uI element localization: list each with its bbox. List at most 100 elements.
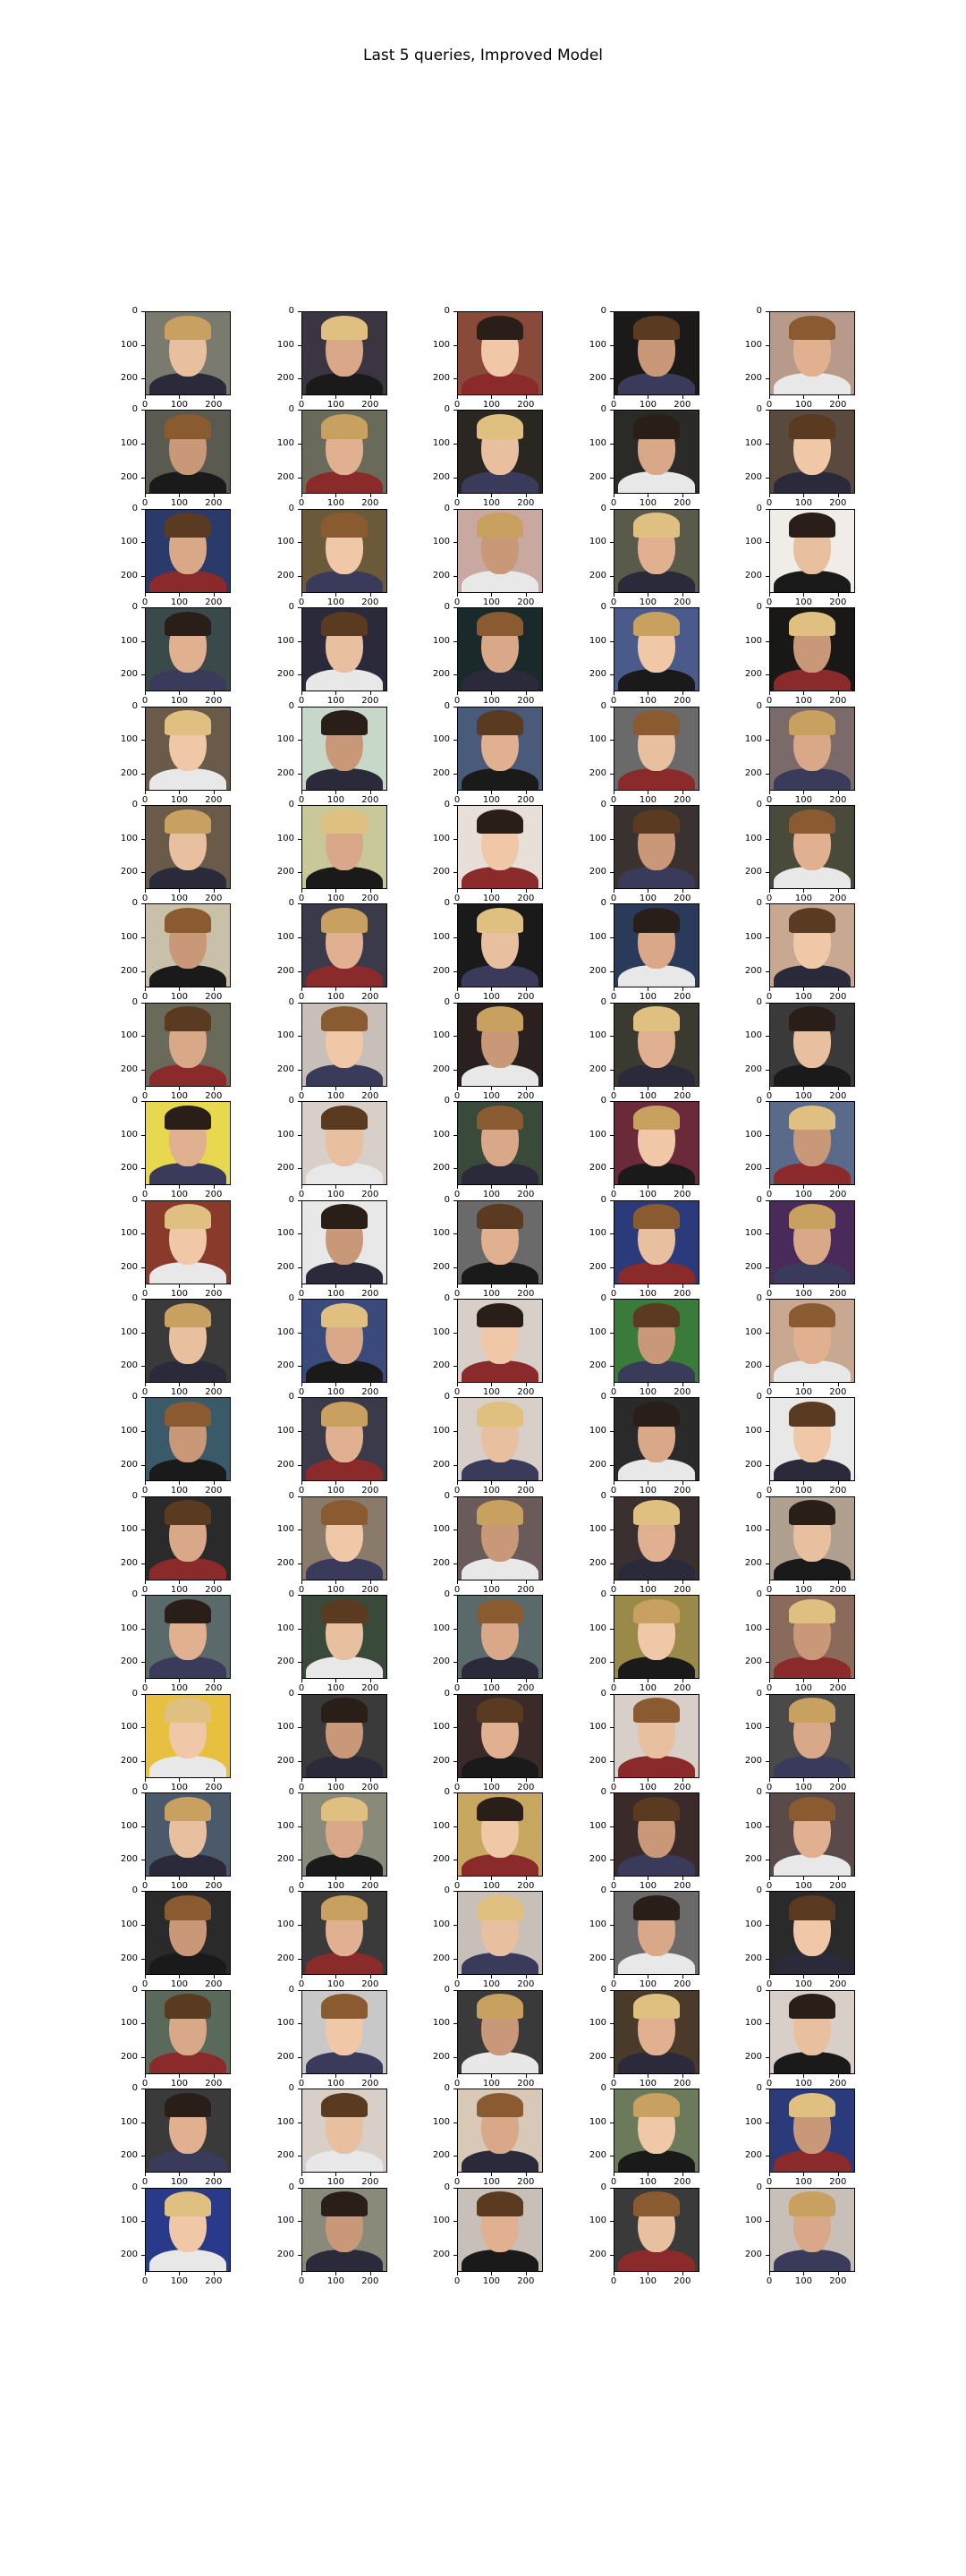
y-tick-mark — [766, 2187, 769, 2189]
x-tick-mark — [457, 1383, 458, 1386]
x-tick-mark — [803, 1975, 805, 1979]
shoulders-shape — [148, 1854, 227, 1876]
x-tick-label: 100 — [482, 2177, 500, 2188]
x-tick-mark — [769, 1877, 770, 1880]
y-tick-label: 100 — [276, 1820, 294, 1831]
y-tick-mark — [141, 1595, 145, 1597]
face-photo — [301, 1989, 387, 2074]
result-panel — [769, 805, 855, 889]
x-tick-label: 100 — [326, 794, 344, 805]
x-tick-mark — [179, 395, 181, 399]
x-tick-label: 0 — [453, 894, 461, 903]
shoulders-shape — [305, 1657, 384, 1679]
result-panel — [145, 1496, 231, 1580]
x-tick-label: 200 — [674, 400, 691, 410]
y-tick-label: 0 — [600, 1194, 606, 1205]
x-tick-label: 200 — [361, 1387, 379, 1397]
x-tick-mark — [145, 395, 146, 399]
x-tick-label: 0 — [766, 794, 773, 805]
hair-shape — [788, 1105, 836, 1131]
hair-shape — [320, 1204, 369, 1229]
y-tick-label: 200 — [120, 1755, 138, 1766]
x-tick-label: 100 — [326, 894, 344, 903]
x-tick-label: 0 — [141, 1979, 148, 1990]
x-tick-label: 100 — [639, 1584, 657, 1595]
y-tick-label: 200 — [276, 1459, 294, 1470]
shoulders-shape — [617, 1755, 696, 1777]
shoulders-shape — [773, 2249, 852, 2271]
shoulders-shape — [773, 2150, 852, 2173]
result-panel — [614, 1101, 699, 1186]
y-tick-mark — [141, 410, 145, 411]
x-tick-mark — [179, 2073, 181, 2078]
y-tick-mark — [141, 1431, 145, 1432]
hair-shape — [164, 315, 212, 341]
x-tick-mark — [682, 1086, 683, 1090]
y-tick-label: 100 — [744, 1722, 762, 1733]
x-tick-mark — [213, 1777, 215, 1782]
shoulders-shape — [773, 767, 852, 790]
x-tick-mark — [457, 1086, 458, 1090]
y-tick-mark — [766, 1595, 769, 1597]
y-tick-mark — [453, 1760, 457, 1762]
result-panel — [769, 1397, 855, 1482]
shoulders-shape — [773, 965, 852, 987]
result-panel — [301, 1595, 387, 1680]
x-tick-mark — [213, 592, 215, 597]
y-tick-label: 100 — [432, 2216, 450, 2226]
x-tick-label: 100 — [170, 1387, 188, 1397]
x-tick-label: 100 — [326, 992, 344, 1003]
x-tick-label: 200 — [205, 1288, 223, 1299]
x-tick-label: 200 — [674, 1288, 691, 1299]
shoulders-shape — [148, 570, 227, 592]
face-photo — [614, 1693, 699, 1778]
y-tick-label: 0 — [444, 503, 450, 513]
y-tick-label: 100 — [589, 1326, 606, 1337]
y-tick-label: 0 — [756, 1787, 762, 1797]
y-tick-label: 100 — [276, 833, 294, 843]
y-tick-label: 0 — [131, 602, 138, 613]
y-tick-label: 200 — [589, 1261, 606, 1272]
y-tick-label: 0 — [444, 1787, 450, 1797]
x-tick-mark — [837, 494, 839, 498]
x-tick-label: 0 — [610, 1288, 617, 1299]
shoulders-shape — [773, 1261, 852, 1284]
y-tick-mark — [141, 1168, 145, 1170]
y-tick-label: 0 — [131, 1392, 138, 1402]
y-tick-label: 200 — [589, 1360, 606, 1371]
y-tick-mark — [766, 1989, 769, 1991]
y-tick-label: 200 — [276, 1657, 294, 1667]
face-photo — [769, 1299, 855, 1383]
x-tick-label: 200 — [361, 597, 379, 607]
y-tick-mark — [141, 1002, 145, 1004]
x-tick-mark — [491, 1877, 493, 1880]
y-tick-label: 200 — [432, 767, 450, 778]
y-tick-mark — [610, 1925, 614, 1926]
y-tick-mark — [766, 740, 769, 741]
y-tick-label: 0 — [600, 800, 606, 809]
x-tick-label: 0 — [766, 1288, 773, 1299]
y-tick-label: 100 — [120, 1919, 138, 1929]
y-tick-mark — [610, 1233, 614, 1235]
y-tick-mark — [610, 937, 614, 938]
y-tick-label: 0 — [131, 1589, 138, 1600]
hair-shape — [164, 2191, 212, 2216]
y-tick-label: 100 — [589, 1820, 606, 1831]
y-tick-mark — [766, 477, 769, 479]
x-tick-mark — [682, 1580, 683, 1584]
x-tick-mark — [457, 2073, 458, 2078]
face-photo — [614, 1792, 699, 1877]
shoulders-shape — [617, 965, 696, 987]
x-tick-label: 200 — [517, 1881, 535, 1891]
x-tick-label: 200 — [517, 696, 535, 707]
y-tick-label: 200 — [276, 669, 294, 680]
x-tick-mark — [335, 592, 337, 597]
hair-shape — [788, 1402, 836, 1427]
y-tick-mark — [141, 2187, 145, 2189]
y-tick-label: 200 — [276, 1953, 294, 1963]
x-tick-label: 200 — [829, 794, 847, 805]
x-tick-label: 200 — [205, 1387, 223, 1397]
face-photo — [457, 1989, 543, 2074]
result-panel — [145, 2187, 231, 2272]
